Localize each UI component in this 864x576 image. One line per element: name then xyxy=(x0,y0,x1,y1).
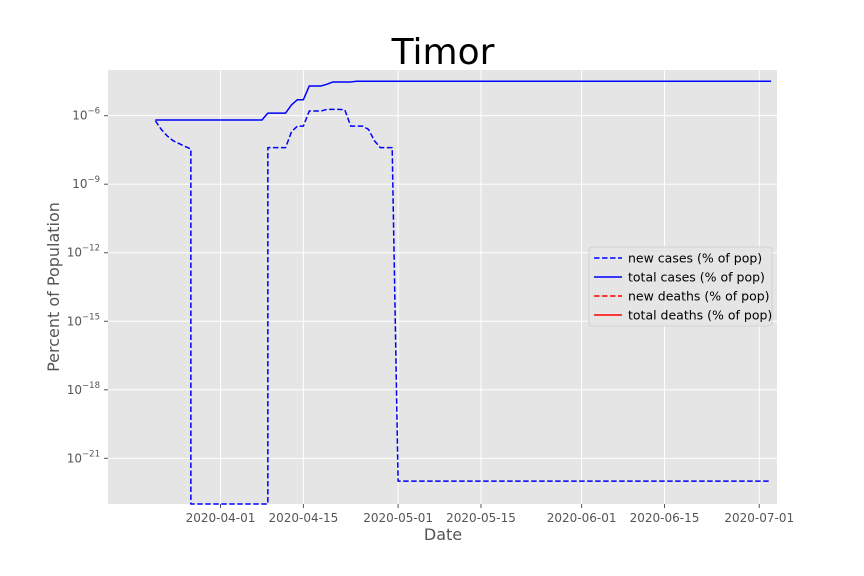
x-axis-label: Date xyxy=(424,525,462,544)
legend-label: total cases (% of pop) xyxy=(628,270,765,285)
series-layer xyxy=(154,80,772,505)
y-tick-label: 10−6 xyxy=(72,107,100,123)
legend-label: total deaths (% of pop) xyxy=(628,308,772,323)
y-tick-base: 10 xyxy=(67,314,82,328)
y-tick-label: 10−9 xyxy=(72,175,100,191)
y-tick-exponent: −6 xyxy=(87,107,100,117)
y-tick-exponent: −15 xyxy=(82,312,100,322)
y-tick-base: 10 xyxy=(67,451,82,465)
x-tick-label: 2020-06-15 xyxy=(630,511,700,525)
y-tick-exponent: −12 xyxy=(82,244,100,254)
y-tick-label: 10−15 xyxy=(67,312,100,328)
x-tick-label: 2020-05-01 xyxy=(363,511,433,525)
series-line-new-cases-of-pop xyxy=(154,108,772,505)
y-tick-exponent: −21 xyxy=(82,449,100,459)
legend: new cases (% of pop) total cases (% of po… xyxy=(588,246,773,327)
y-tick-exponent: −18 xyxy=(82,381,100,391)
x-tick-label: 2020-07-01 xyxy=(724,511,794,525)
x-tick-label: 2020-04-01 xyxy=(186,511,256,525)
y-tick-exponent: −9 xyxy=(87,175,100,185)
y-tick-base: 10 xyxy=(72,177,87,191)
y-tick-label: 10−21 xyxy=(67,449,100,465)
y-tick-base: 10 xyxy=(67,383,82,397)
legend-label: new deaths (% of pop) xyxy=(628,289,770,304)
x-ticks: 2020-04-01 2020-04-15 2020-05-01 2020-05-15… xyxy=(186,504,794,525)
series-line-total-cases-of-pop xyxy=(155,80,772,121)
x-tick-label: 2020-06-01 xyxy=(547,511,617,525)
x-tick-label: 2020-05-15 xyxy=(446,511,516,525)
y-tick-label: 10−18 xyxy=(67,381,100,397)
legend-label: new cases (% of pop) xyxy=(628,251,762,266)
chart-title: Timor xyxy=(391,32,495,73)
y-axis-label: Percent of Population xyxy=(44,202,63,372)
y-tick-base: 10 xyxy=(67,246,82,260)
y-tick-label: 10−12 xyxy=(67,244,100,260)
x-tick-label: 2020-04-15 xyxy=(268,511,338,525)
legend-box xyxy=(588,246,773,327)
y-tick-base: 10 xyxy=(72,109,87,123)
